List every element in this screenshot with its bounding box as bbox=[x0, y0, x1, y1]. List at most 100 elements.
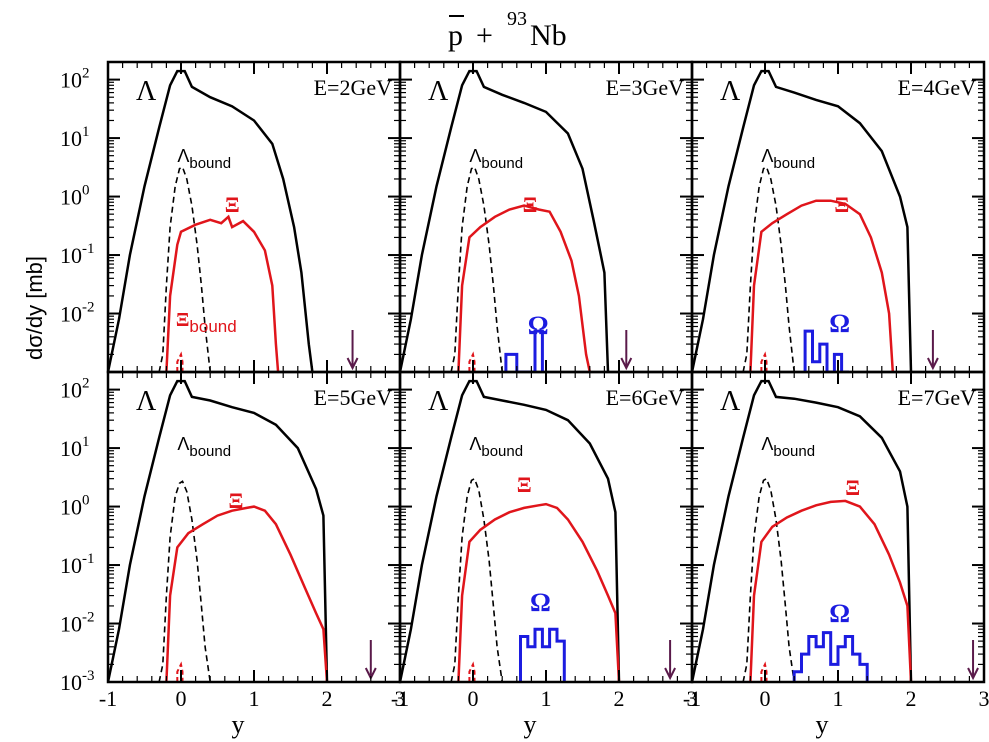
y-tick-exponent: 0 bbox=[82, 493, 90, 509]
xi-line bbox=[165, 214, 280, 372]
y-tick-base: 10 bbox=[60, 612, 82, 637]
lambda-bound-subscript: bound bbox=[481, 443, 523, 460]
x-tick-label: -1 bbox=[683, 686, 701, 711]
x-tick-label: 1 bbox=[249, 686, 260, 711]
xi-line bbox=[457, 502, 621, 682]
omega-histogram bbox=[519, 627, 566, 682]
lambda-label: Λ bbox=[428, 386, 449, 417]
xi-label: Ξ bbox=[228, 488, 243, 513]
xi-line bbox=[457, 204, 592, 372]
lambda-label: Λ bbox=[428, 76, 449, 107]
xi-bound-line bbox=[176, 661, 184, 682]
lambda-label: Λ bbox=[720, 386, 741, 417]
xi-line bbox=[749, 199, 895, 372]
omega-label: Ω bbox=[829, 309, 850, 338]
y-tick-exponent: -3 bbox=[82, 668, 95, 684]
y-tick-label: 10-1 bbox=[60, 241, 95, 268]
y-tick-base: 10 bbox=[60, 670, 82, 695]
threshold-arrow-head bbox=[967, 667, 979, 681]
energy-label: E=2GeV bbox=[314, 75, 392, 100]
y-tick-base: 10 bbox=[60, 495, 82, 520]
y-tick-base: 10 bbox=[60, 378, 82, 403]
xi-bound-label: Ξbound bbox=[176, 309, 237, 336]
threshold-arrow-head bbox=[620, 357, 633, 371]
lambda-bound-label: Λbound bbox=[469, 146, 523, 172]
lambda-bound-subscript: bound bbox=[481, 155, 523, 172]
x-tick-label: 1 bbox=[541, 686, 552, 711]
omega-histogram bbox=[504, 329, 544, 372]
figure-title: p + 93 Nb bbox=[448, 8, 567, 52]
lambda-bound-subscript: bound bbox=[773, 155, 815, 172]
panel-plot-area bbox=[692, 379, 913, 682]
xi-bound-subscript: bound bbox=[189, 317, 236, 336]
x-tick-label: 3 bbox=[687, 686, 698, 711]
y-tick-base: 10 bbox=[60, 436, 82, 461]
y-tick-exponent: 1 bbox=[82, 434, 90, 450]
y-tick-exponent: -1 bbox=[82, 551, 95, 567]
lambda-bound-label: Λbound bbox=[761, 434, 815, 460]
x-tick-label: 3 bbox=[395, 686, 406, 711]
y-tick-label: 102 bbox=[60, 66, 90, 93]
y-axis-label: dσ/dy [mb] bbox=[22, 256, 47, 360]
y-tick-exponent: 1 bbox=[82, 124, 90, 140]
x-tick-labels: -1 0 1 2 3-1 0 1 2 3-1 0 1 2 3 bbox=[99, 686, 989, 711]
y-tick-label: 101 bbox=[60, 434, 90, 461]
panel-frame bbox=[106, 370, 402, 684]
xi-line bbox=[165, 505, 329, 682]
energy-label: E=4GeV bbox=[898, 75, 976, 100]
xi-bound-line bbox=[468, 351, 476, 372]
xi-bound-line bbox=[176, 351, 184, 372]
threshold-arrow-head bbox=[927, 357, 939, 371]
omega-histogram bbox=[792, 631, 869, 682]
xi-bound-line bbox=[760, 661, 768, 682]
y-tick-label: 100 bbox=[60, 493, 90, 520]
energy-label: E=5GeV bbox=[314, 385, 392, 410]
title-plus: + bbox=[476, 19, 493, 52]
xi-label: Ξ bbox=[225, 192, 240, 217]
threshold-arrow-head bbox=[346, 357, 359, 371]
y-tick-base: 10 bbox=[60, 68, 82, 93]
x-axis-label-middle: y bbox=[524, 710, 537, 739]
x-axis-label-right: y bbox=[816, 710, 829, 739]
lambda-label: Λ bbox=[136, 386, 157, 417]
panel-frame bbox=[398, 370, 694, 684]
xi-bound-line bbox=[468, 661, 476, 682]
y-tick-label: 101 bbox=[60, 124, 90, 151]
lambda-bound-symbol: Λ bbox=[469, 434, 481, 454]
xi-bound-line bbox=[760, 351, 768, 372]
y-tick-base: 10 bbox=[60, 302, 82, 327]
lambda-bound-label: Λbound bbox=[469, 434, 523, 460]
lambda-bound-label: Λbound bbox=[177, 146, 231, 172]
y-tick-label: 100 bbox=[60, 183, 90, 210]
xi-label: Ξ bbox=[523, 192, 538, 217]
y-tick-label: 102 bbox=[60, 376, 90, 403]
omega-histogram bbox=[803, 329, 849, 372]
panel-plot-area bbox=[400, 379, 621, 682]
y-tick-exponent: -1 bbox=[82, 241, 95, 257]
y-tick-exponent: 2 bbox=[82, 66, 90, 82]
lambda-line bbox=[108, 69, 314, 372]
panel-plot-area bbox=[108, 379, 329, 682]
panel-3: E=4GeV Λ Λbound Ξ Ω bbox=[690, 60, 986, 374]
omega-label: Ω bbox=[530, 588, 551, 617]
x-tick-label: 0 bbox=[176, 686, 187, 711]
lambda-bound-symbol: Λ bbox=[761, 146, 773, 166]
x-tick-label: 2 bbox=[906, 686, 917, 711]
xi-bound-symbol: Ξ bbox=[176, 309, 190, 331]
y-tick-label: 10-3 bbox=[60, 668, 95, 695]
threshold-arrow-head bbox=[664, 667, 676, 681]
xi-label: Ξ bbox=[834, 192, 849, 217]
y-tick-exponent: -2 bbox=[82, 610, 95, 626]
x-tick-label: 0 bbox=[468, 686, 479, 711]
lambda-line bbox=[692, 379, 913, 682]
lambda-bound-symbol: Λ bbox=[469, 146, 481, 166]
lambda-bound-symbol: Λ bbox=[177, 434, 189, 454]
lambda-label: Λ bbox=[720, 76, 741, 107]
lambda-bound-line bbox=[742, 477, 795, 682]
